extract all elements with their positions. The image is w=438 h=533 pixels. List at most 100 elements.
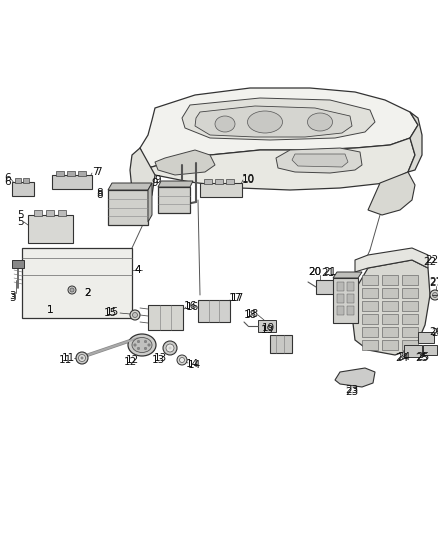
Circle shape [137,341,140,343]
Text: 13: 13 [153,353,166,363]
Bar [52,175,92,189]
Text: 3: 3 [9,291,15,301]
Bar [200,183,242,197]
Bar [362,301,378,311]
Bar [58,210,66,216]
Text: 26: 26 [431,328,438,338]
Bar [337,306,344,315]
Text: 14: 14 [187,360,201,370]
Bar [362,327,378,337]
Bar [418,332,434,343]
Text: 26: 26 [429,327,438,337]
Bar [108,190,148,225]
Text: 13: 13 [152,355,165,365]
Text: 23: 23 [346,387,359,397]
Text: 1: 1 [47,305,53,315]
Polygon shape [368,172,415,215]
Bar [46,210,54,216]
Text: 2: 2 [85,288,91,298]
Bar [402,327,418,337]
Circle shape [432,293,438,297]
Text: 18: 18 [244,310,257,320]
Text: 27: 27 [429,278,438,288]
Bar [382,327,398,337]
Text: 4: 4 [135,265,141,275]
Bar [362,340,378,350]
Bar [362,275,378,285]
Text: 19: 19 [261,323,275,333]
Text: 12: 12 [125,355,138,365]
Bar [226,179,234,184]
Text: 10: 10 [241,174,254,184]
Polygon shape [158,181,193,187]
Text: 8: 8 [97,188,103,198]
Circle shape [133,312,138,318]
Circle shape [81,357,84,359]
Text: 1: 1 [47,305,53,315]
Bar [15,178,21,183]
Text: 6: 6 [5,177,11,187]
Bar [402,288,418,298]
Bar [404,345,422,357]
Polygon shape [155,150,215,175]
Text: 21: 21 [323,267,337,277]
Bar [198,300,230,322]
Text: 11: 11 [61,353,74,363]
Bar [347,306,354,315]
Circle shape [430,290,438,300]
Text: 12: 12 [124,357,137,367]
Bar [148,305,183,330]
Bar [337,282,344,291]
Bar [34,210,42,216]
Text: 15: 15 [106,307,119,317]
Bar [337,294,344,303]
Text: 24: 24 [396,353,409,363]
Circle shape [130,310,140,320]
Bar [78,171,86,176]
Ellipse shape [132,337,152,352]
Text: 17: 17 [230,293,244,303]
Text: 10: 10 [241,175,254,185]
Circle shape [169,346,172,350]
Text: 21: 21 [321,268,335,278]
Bar [423,345,437,355]
Ellipse shape [247,111,283,133]
Bar [382,288,398,298]
Polygon shape [292,154,348,167]
Ellipse shape [128,334,156,356]
Text: 25: 25 [415,353,429,363]
Text: 7: 7 [95,167,101,177]
Bar [204,179,212,184]
Bar [402,275,418,285]
Bar [347,282,354,291]
Bar [402,301,418,311]
Ellipse shape [215,116,235,132]
Bar [258,320,276,332]
Text: 7: 7 [92,167,98,177]
Text: 9: 9 [155,175,161,185]
Polygon shape [148,183,152,222]
Ellipse shape [307,113,332,131]
Text: 22: 22 [424,257,437,267]
Text: 2: 2 [85,288,91,298]
Text: 19: 19 [260,325,274,335]
Text: 5: 5 [17,210,23,220]
Circle shape [177,355,187,365]
Polygon shape [108,183,152,190]
Polygon shape [335,368,375,387]
Text: 9: 9 [152,178,158,188]
Text: 16: 16 [185,302,198,312]
Circle shape [166,344,174,352]
Circle shape [180,358,184,362]
Bar [382,314,398,324]
Bar [362,288,378,298]
Circle shape [134,344,136,346]
Text: 3: 3 [9,293,15,303]
Bar [215,179,223,184]
Text: 24: 24 [397,352,411,362]
Text: 22: 22 [425,255,438,265]
Polygon shape [182,98,375,140]
Bar [22,248,132,318]
Bar [158,187,190,213]
Polygon shape [195,106,352,137]
